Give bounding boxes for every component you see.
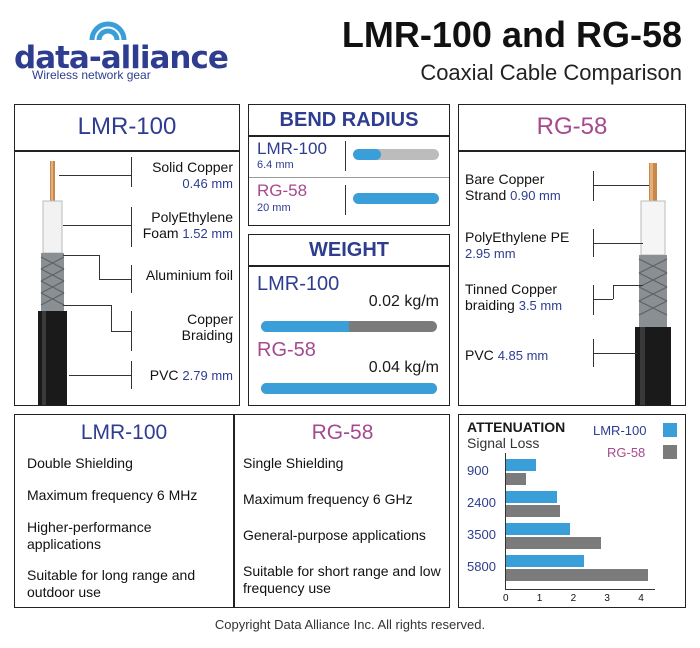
- logo-tagline: Wireless network gear: [32, 68, 151, 82]
- x-tick-label: 2: [570, 593, 577, 604]
- lmr-feature: Suitable for long range and outdoor use: [27, 567, 196, 600]
- divider: [15, 150, 239, 152]
- x-tick-label: 1: [536, 593, 543, 604]
- rg-feature: Single Shielding: [243, 455, 344, 471]
- lmr-feature: Higher-performance applications: [27, 519, 152, 552]
- features-panel: LMR-100 RG-58 Double Shielding Maximum f…: [14, 414, 450, 608]
- rg-layer-pvc: PVC 4.85 mm: [465, 347, 549, 363]
- x-tick-label: 0: [503, 593, 509, 604]
- lmr-layer-pvc: PVC 2.79 mm: [149, 367, 233, 383]
- weight-panel: WEIGHT LMR-100 0.02 kg/m RG-58 0.04 kg/m: [248, 234, 450, 406]
- rg-cable-illustration: [635, 163, 671, 405]
- attenuation-panel: ATTENUATION Signal Loss LMR-100 RG-58 90…: [458, 414, 686, 608]
- attenuation-subtitle: Signal Loss: [467, 435, 540, 451]
- attenuation-bar: [506, 459, 537, 471]
- legend-rg-swatch: [663, 445, 677, 459]
- bend-radius-title: BEND RADIUS: [279, 109, 419, 131]
- page-subtitle: Coaxial Cable Comparison: [420, 60, 682, 85]
- attenuation-bar: [506, 569, 648, 581]
- wifi-signal-icon: [89, 21, 127, 41]
- y-axis: [505, 453, 506, 589]
- category-label: 5800: [467, 559, 496, 574]
- bend-lmr-bar: [353, 149, 439, 160]
- rg-58-panel: RG-58 Bare Copper Strand 0.90 mm PolyEthy…: [458, 104, 686, 406]
- rg-layer-copper: Bare Copper Strand 0.90 mm: [465, 171, 561, 203]
- weight-rg-name: RG-58: [257, 339, 316, 361]
- category-label: 3500: [467, 527, 496, 542]
- rg-panel-title: RG-58: [536, 113, 608, 140]
- lmr-100-panel: LMR-100 Solid Copper 0.46 mm PolyEthylene…: [14, 104, 240, 406]
- bend-rg-bar: [353, 193, 439, 204]
- attenuation-bar: [506, 555, 584, 567]
- weight-lmr-name: LMR-100: [257, 273, 340, 295]
- attenuation-title: ATTENUATION: [467, 419, 566, 435]
- rg-feature: General-purpose applications: [243, 527, 426, 543]
- bend-radius-panel: BEND RADIUS LMR-100 6.4 mm RG-58 20 mm: [248, 104, 450, 226]
- rg-feature: Suitable for short range and low frequen…: [243, 563, 441, 596]
- lmr-feature: Double Shielding: [27, 455, 133, 471]
- attenuation-bar: [506, 491, 557, 503]
- lmr-layer-copper: Solid Copper 0.46 mm: [152, 159, 233, 191]
- lmr-layer-foam: PolyEthylene Foam 1.52 mm: [142, 209, 233, 241]
- lmr-cable-illustration: [38, 161, 67, 405]
- category-label: 2400: [467, 495, 496, 510]
- features-lmr-title: LMR-100: [80, 421, 168, 444]
- copyright: Copyright Data Alliance Inc. All rights …: [214, 617, 486, 632]
- bend-rg-name: RG-58: [257, 181, 308, 200]
- x-tick-label: 3: [604, 593, 610, 604]
- x-axis: [505, 589, 655, 590]
- weight-rg-value: 0.04 kg/m: [368, 359, 439, 376]
- weight-rg-bar: [261, 383, 437, 394]
- lmr-layer-braiding: Copper Braiding: [181, 311, 233, 343]
- weight-lmr-bar: [261, 321, 437, 332]
- features-rg-title: RG-58: [311, 421, 374, 444]
- category-label: 900: [467, 463, 489, 478]
- bend-rg-value: 20 mm: [257, 202, 291, 214]
- attenuation-bar: [506, 505, 561, 517]
- lmr-feature: Maximum frequency 6 MHz: [27, 487, 198, 503]
- rg-feature: Maximum frequency 6 GHz: [243, 491, 413, 507]
- x-tick-label: 4: [638, 593, 644, 604]
- bend-lmr-value: 6.4 mm: [257, 159, 294, 171]
- page-title: LMR-100 and RG-58: [341, 14, 682, 55]
- weight-title: WEIGHT: [309, 239, 389, 261]
- lmr-panel-title: LMR-100: [77, 113, 177, 140]
- legend-lmr-swatch: [663, 423, 677, 437]
- attenuation-bar: [506, 537, 601, 549]
- lmr-layer-foil: Aluminium foil: [145, 267, 233, 283]
- rg-layer-braiding: Tinned Copper braiding 3.5 mm: [465, 281, 563, 313]
- logo-name: data-alliance: [14, 40, 229, 76]
- rg-layer-pe: PolyEthylene PE 2.95 mm: [465, 229, 570, 261]
- attenuation-bar: [506, 523, 571, 535]
- legend-lmr-label: LMR-100: [593, 423, 647, 438]
- weight-lmr-value: 0.02 kg/m: [368, 293, 439, 310]
- bend-lmr-name: LMR-100: [257, 139, 327, 158]
- attenuation-bar: [506, 473, 527, 485]
- legend-rg-label: RG-58: [607, 445, 646, 460]
